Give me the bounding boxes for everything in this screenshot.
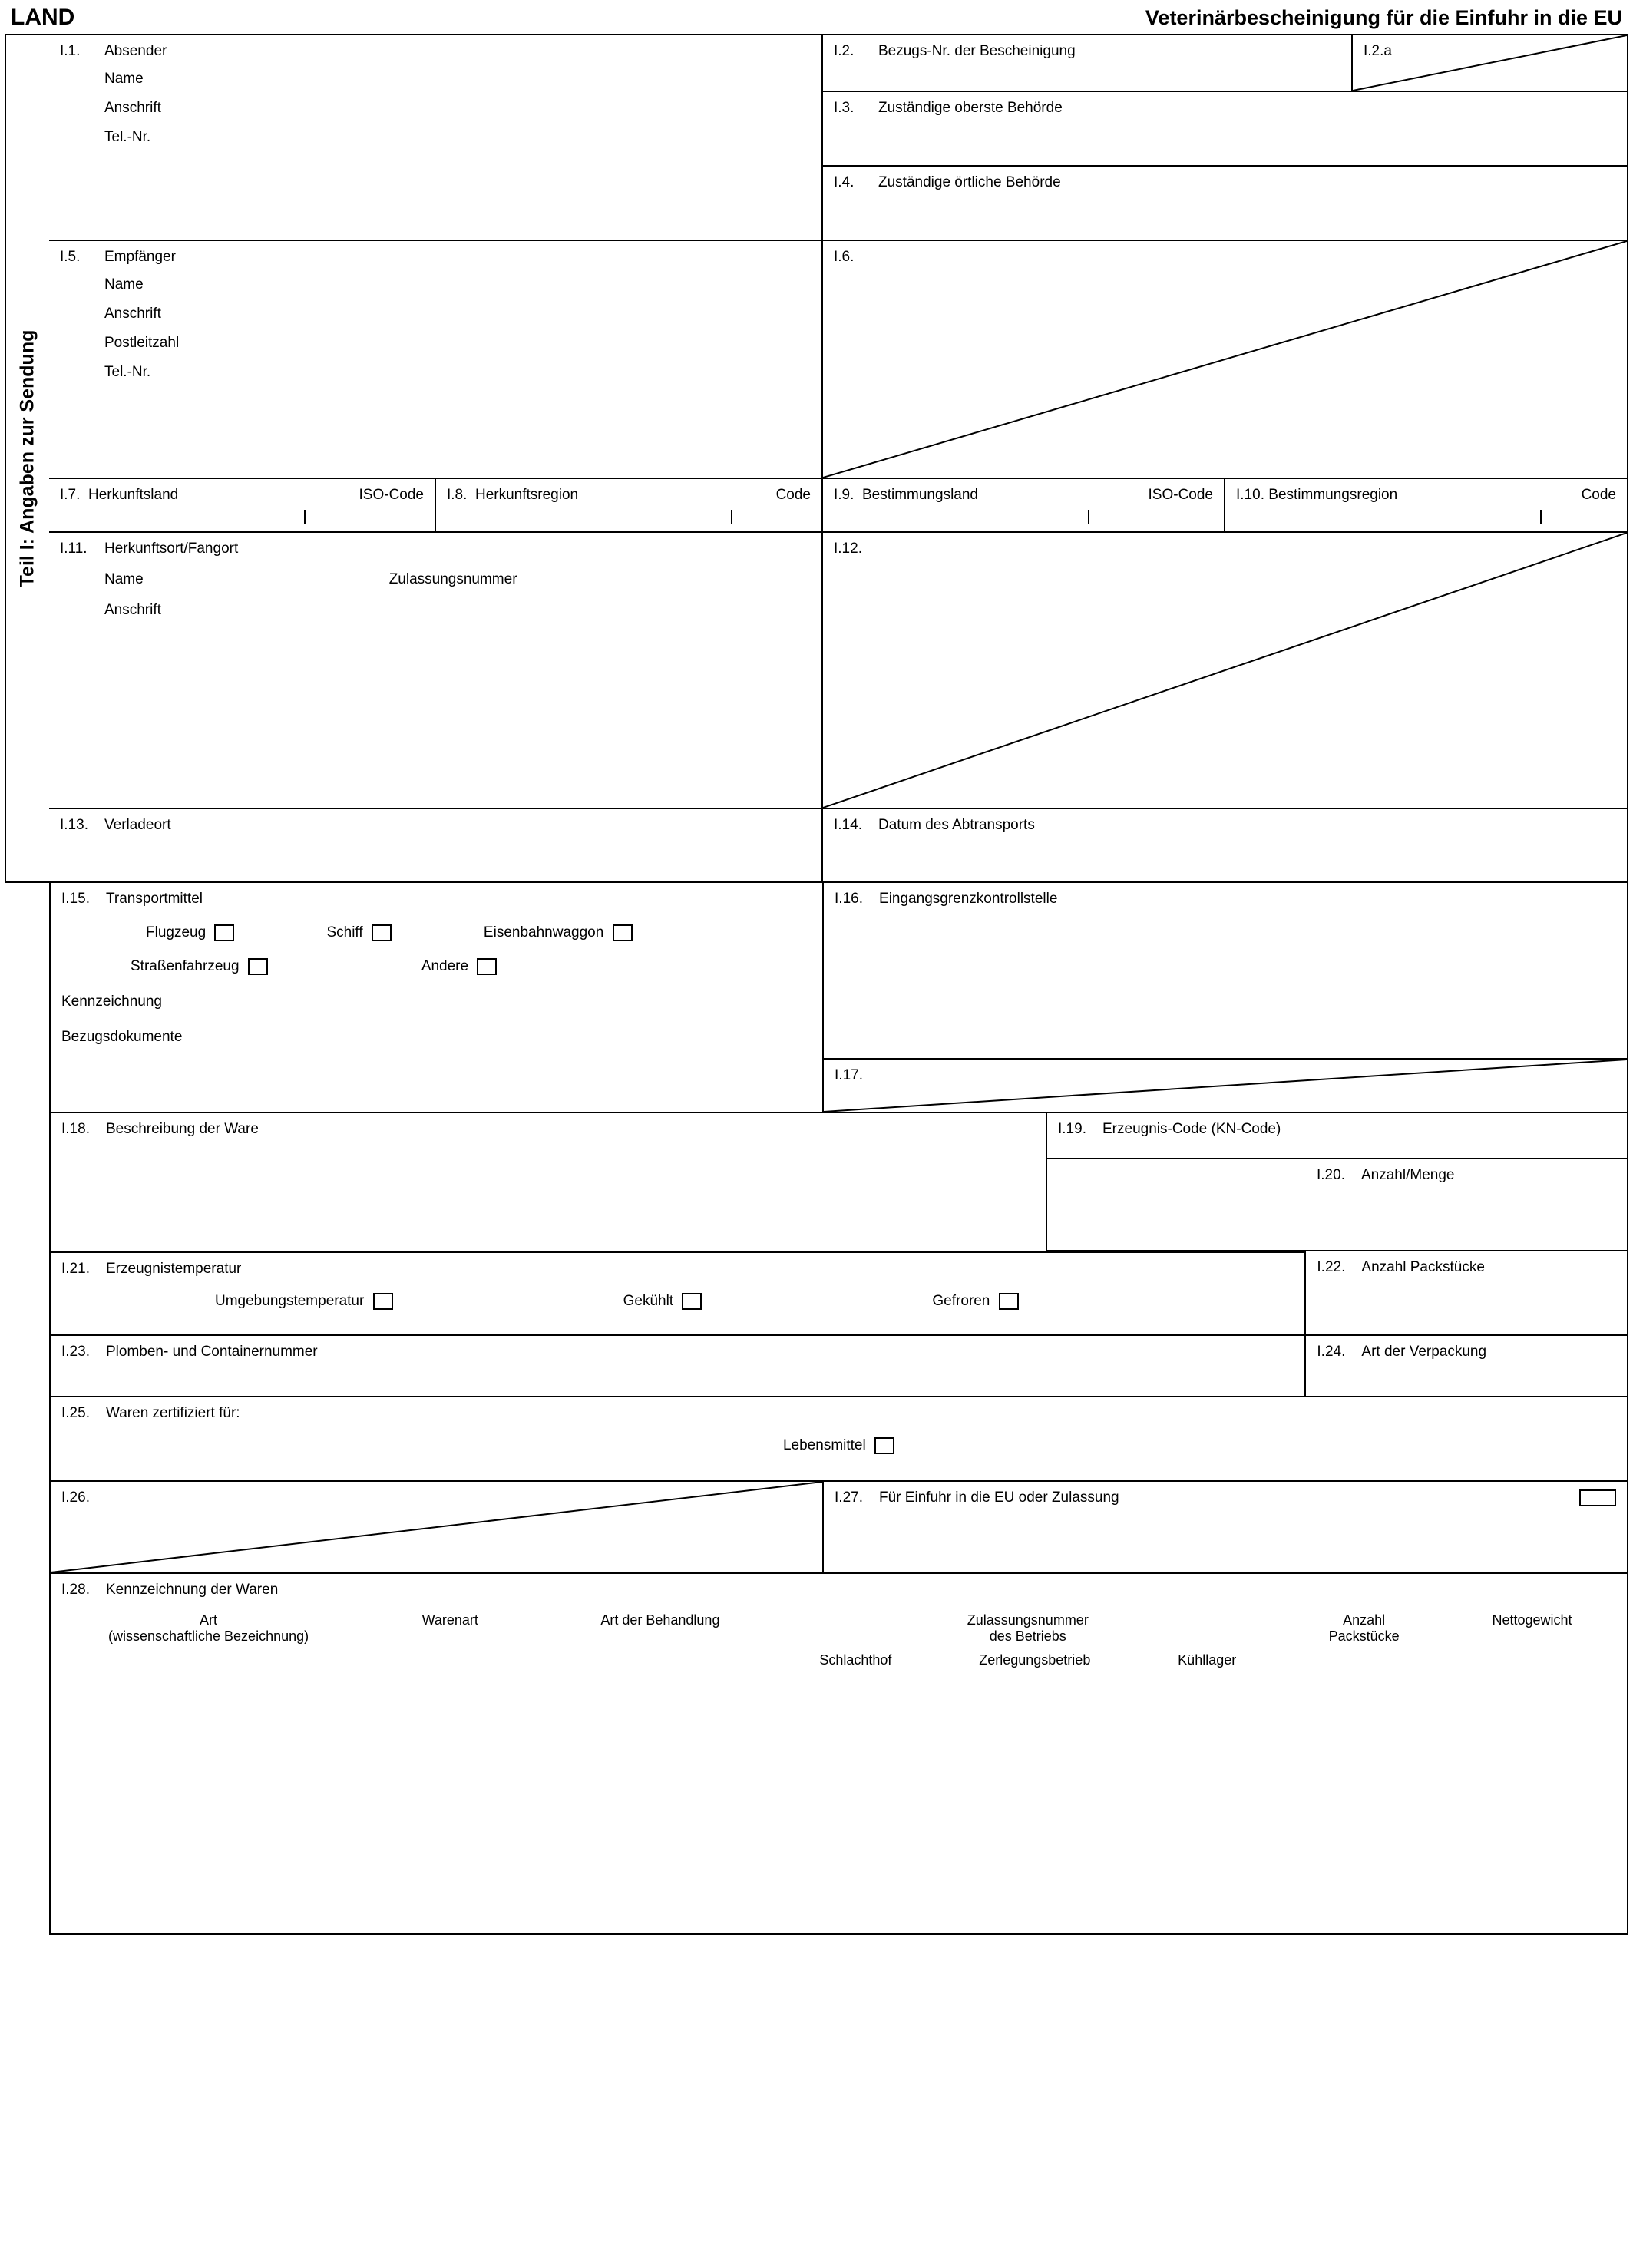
box-i17: I.17.	[824, 1060, 1628, 1113]
i15-docs: Bezugsdokumente	[61, 1029, 812, 1046]
diagonal-line-icon	[823, 533, 1627, 808]
header-title: Veterinärbescheinigung für die Einfuhr i…	[1145, 6, 1622, 30]
transport-ship: Schiff	[326, 924, 391, 941]
i28-col-zulassung2: des Betriebs	[775, 1628, 1280, 1645]
checkbox-food[interactable]	[874, 1437, 894, 1454]
i28-sub-zerlegung: Zerlegungsbetrieb	[979, 1652, 1090, 1668]
box-i10: I.10. BestimmungsregionCode	[1225, 479, 1628, 533]
transport-other: Andere	[421, 958, 498, 975]
diagonal-line-icon	[1353, 35, 1627, 91]
i11-approval: Zulassungsnummer	[389, 571, 517, 588]
side-tab-label: Teil I: Angaben zur Sendung	[17, 330, 39, 587]
checkbox-other[interactable]	[477, 958, 497, 975]
box-i7: I.7. HerkunftslandISO-Code	[49, 479, 436, 533]
box-i20: I.20.Anzahl/Menge	[1306, 1159, 1628, 1251]
box-i3: I.3.Zuständige oberste Behörde	[823, 92, 1628, 167]
box-i25: I.25.Waren zertifiziert für: Lebensmitte…	[51, 1397, 1628, 1482]
i28-col-behandlung: Art der Behandlung	[544, 1612, 775, 1668]
i28-col-netto: Nettogewicht	[1448, 1612, 1616, 1668]
box-i6: I.6.	[823, 241, 1628, 479]
checkbox-road[interactable]	[248, 958, 268, 975]
temp-chilled: Gekühlt	[623, 1293, 702, 1310]
checkbox-air[interactable]	[214, 924, 234, 941]
side-tab: Teil I: Angaben zur Sendung	[6, 34, 49, 883]
box-i19: I.19.Erzeugnis-Code (KN-Code)	[1047, 1113, 1628, 1159]
box-i21: I.21.Erzeugnistemperatur Umgebungstemper…	[51, 1251, 1306, 1336]
i28-sub-kuehl: Kühllager	[1178, 1652, 1236, 1668]
i28-sub-schlachthof: Schlachthof	[819, 1652, 891, 1668]
checkbox-ambient[interactable]	[373, 1293, 393, 1310]
box-i16: I.16.Eingangsgrenzkontrollstelle	[824, 883, 1628, 1060]
i1-address: Anschrift	[104, 100, 811, 117]
box-i9: I.9. BestimmungslandISO-Code	[823, 479, 1225, 533]
box-i2: I.2.Bezugs-Nr. der Bescheinigung	[823, 34, 1353, 92]
box-i24: I.24.Art der Verpackung	[1306, 1336, 1628, 1397]
box-i26: I.26.	[51, 1482, 824, 1574]
box-i15: I.15.Transportmittel Flugzeug Schiff Eis…	[51, 883, 824, 1113]
diagonal-line-icon	[823, 241, 1627, 478]
box-i13: I.13.Verladeort	[49, 809, 823, 883]
checkbox-rail[interactable]	[613, 924, 633, 941]
checkbox-ship[interactable]	[372, 924, 392, 941]
box-i23: I.23.Plomben- und Containernummer	[51, 1336, 1306, 1397]
section-with-tab: Teil I: Angaben zur Sendung I.1.Absender…	[5, 34, 1628, 883]
i28-col-zulassung: Zulassungsnummer	[775, 1612, 1280, 1628]
cert-food: Lebensmittel	[61, 1437, 1616, 1454]
i11-address: Anschrift	[104, 602, 811, 619]
i11-name: Name	[104, 571, 144, 588]
i1-name: Name	[104, 71, 811, 88]
i28-col-art: Art	[61, 1612, 355, 1628]
header-land: LAND	[11, 5, 74, 31]
box-i5: I.5.Empfänger Name Anschrift Postleitzah…	[49, 241, 823, 479]
transport-road: Straßenfahrzeug	[131, 958, 268, 975]
temp-frozen: Gefroren	[932, 1293, 1018, 1310]
i5-tel: Tel.-Nr.	[104, 364, 811, 381]
diagonal-line-icon	[824, 1060, 1627, 1112]
i5-address: Anschrift	[104, 306, 811, 322]
i28-col-packstuecke: Packstücke	[1280, 1628, 1448, 1645]
i28-col-art-sub: (wissenschaftliche Bezeichnung)	[61, 1628, 355, 1645]
i5-name: Name	[104, 276, 811, 293]
transport-rail: Eisenbahnwaggon	[484, 924, 633, 941]
i1-tel: Tel.-Nr.	[104, 129, 811, 146]
temp-ambient: Umgebungstemperatur	[215, 1293, 393, 1310]
box-i27: I.27.Für Einfuhr in die EU oder Zulassun…	[824, 1482, 1628, 1574]
i28-col-warenart: Warenart	[355, 1612, 544, 1668]
i5-zip: Postleitzahl	[104, 335, 811, 352]
box-i11: I.11.Herkunftsort/Fangort Name Zulassung…	[49, 533, 823, 809]
i15-ident: Kennzeichnung	[61, 993, 812, 1010]
checkbox-frozen[interactable]	[999, 1293, 1019, 1310]
diagonal-line-icon	[51, 1482, 822, 1572]
transport-air: Flugzeug	[146, 924, 234, 941]
box-i4: I.4.Zuständige örtliche Behörde	[823, 167, 1628, 241]
box-i22: I.22.Anzahl Packstücke	[1306, 1251, 1628, 1336]
box-i2a: I.2.a	[1353, 34, 1628, 92]
box-i14: I.14.Datum des Abtransports	[823, 809, 1628, 883]
box-i8: I.8. HerkunftsregionCode	[436, 479, 823, 533]
checkbox-i27[interactable]	[1579, 1489, 1616, 1506]
checkbox-chilled[interactable]	[682, 1293, 702, 1310]
box-i12: I.12.	[823, 533, 1628, 809]
box-i18: I.18.Beschreibung der Ware	[51, 1113, 1047, 1251]
i28-col-anzahl: Anzahl	[1280, 1612, 1448, 1628]
box-i1: I.1.Absender Name Anschrift Tel.-Nr.	[49, 34, 823, 241]
box-i28: I.28.Kennzeichnung der Waren Art (wissen…	[51, 1574, 1628, 1935]
page-header: LAND Veterinärbescheinigung für die Einf…	[5, 5, 1628, 34]
